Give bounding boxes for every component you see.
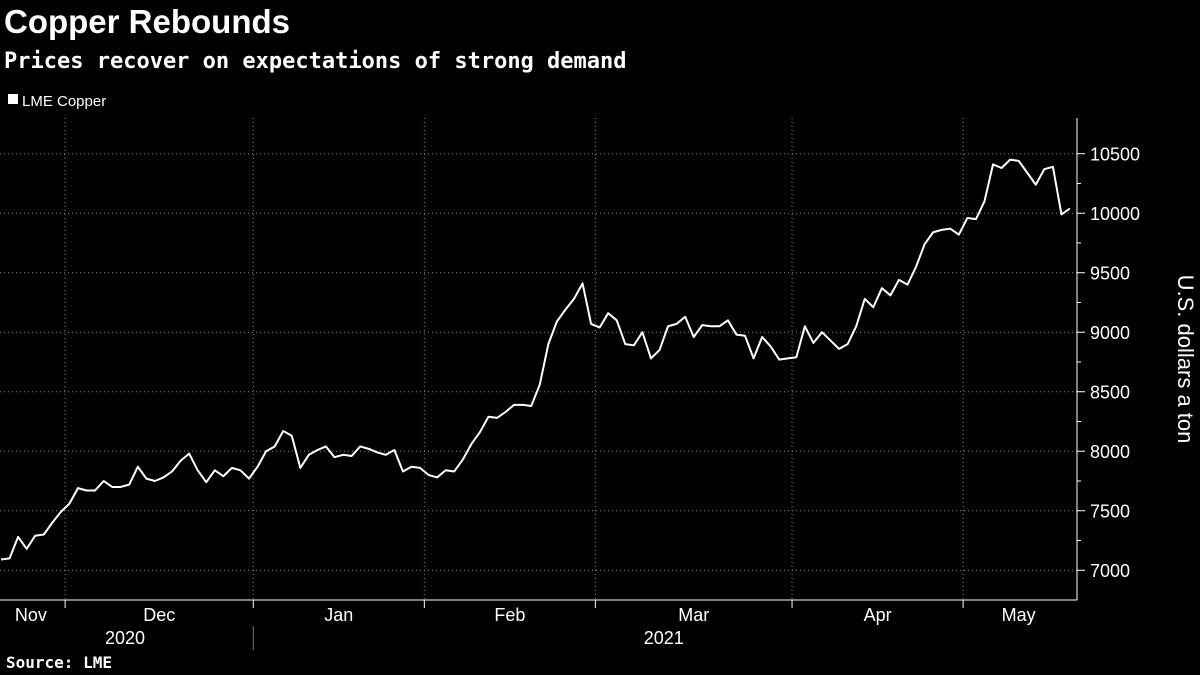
data-line	[0, 158, 1071, 561]
y-tick-label: 10500	[1090, 145, 1140, 165]
y-tick-label: 7000	[1090, 561, 1130, 581]
legend-label: LME Copper	[22, 93, 106, 110]
x-year-label: 2020	[105, 628, 145, 648]
x-year-label: 2021	[644, 628, 684, 648]
y-tick-label: 9500	[1090, 264, 1130, 284]
x-tick-label: Nov	[15, 605, 47, 625]
x-tick-label: May	[1002, 605, 1036, 625]
x-tick-label: Jan	[324, 605, 353, 625]
x-tick-label: Apr	[864, 605, 892, 625]
x-tick-label: Feb	[494, 605, 525, 625]
y-tick-label: 8500	[1090, 383, 1130, 403]
y-tick-label: 8000	[1090, 442, 1130, 462]
chart-title: Copper Rebounds	[4, 3, 290, 40]
y-tick-label: 7500	[1090, 502, 1130, 522]
chart-subtitle: Prices recover on expectations of strong…	[4, 49, 627, 74]
y-axis-title: U.S. dollars a ton	[1173, 275, 1198, 444]
y-tick-label: 10000	[1090, 204, 1140, 224]
x-tick-label: Dec	[143, 605, 175, 625]
source: Source: LME	[6, 653, 112, 672]
legend-swatch	[8, 94, 18, 104]
x-tick-label: Mar	[678, 605, 709, 625]
y-tick-label: 9000	[1090, 323, 1130, 343]
